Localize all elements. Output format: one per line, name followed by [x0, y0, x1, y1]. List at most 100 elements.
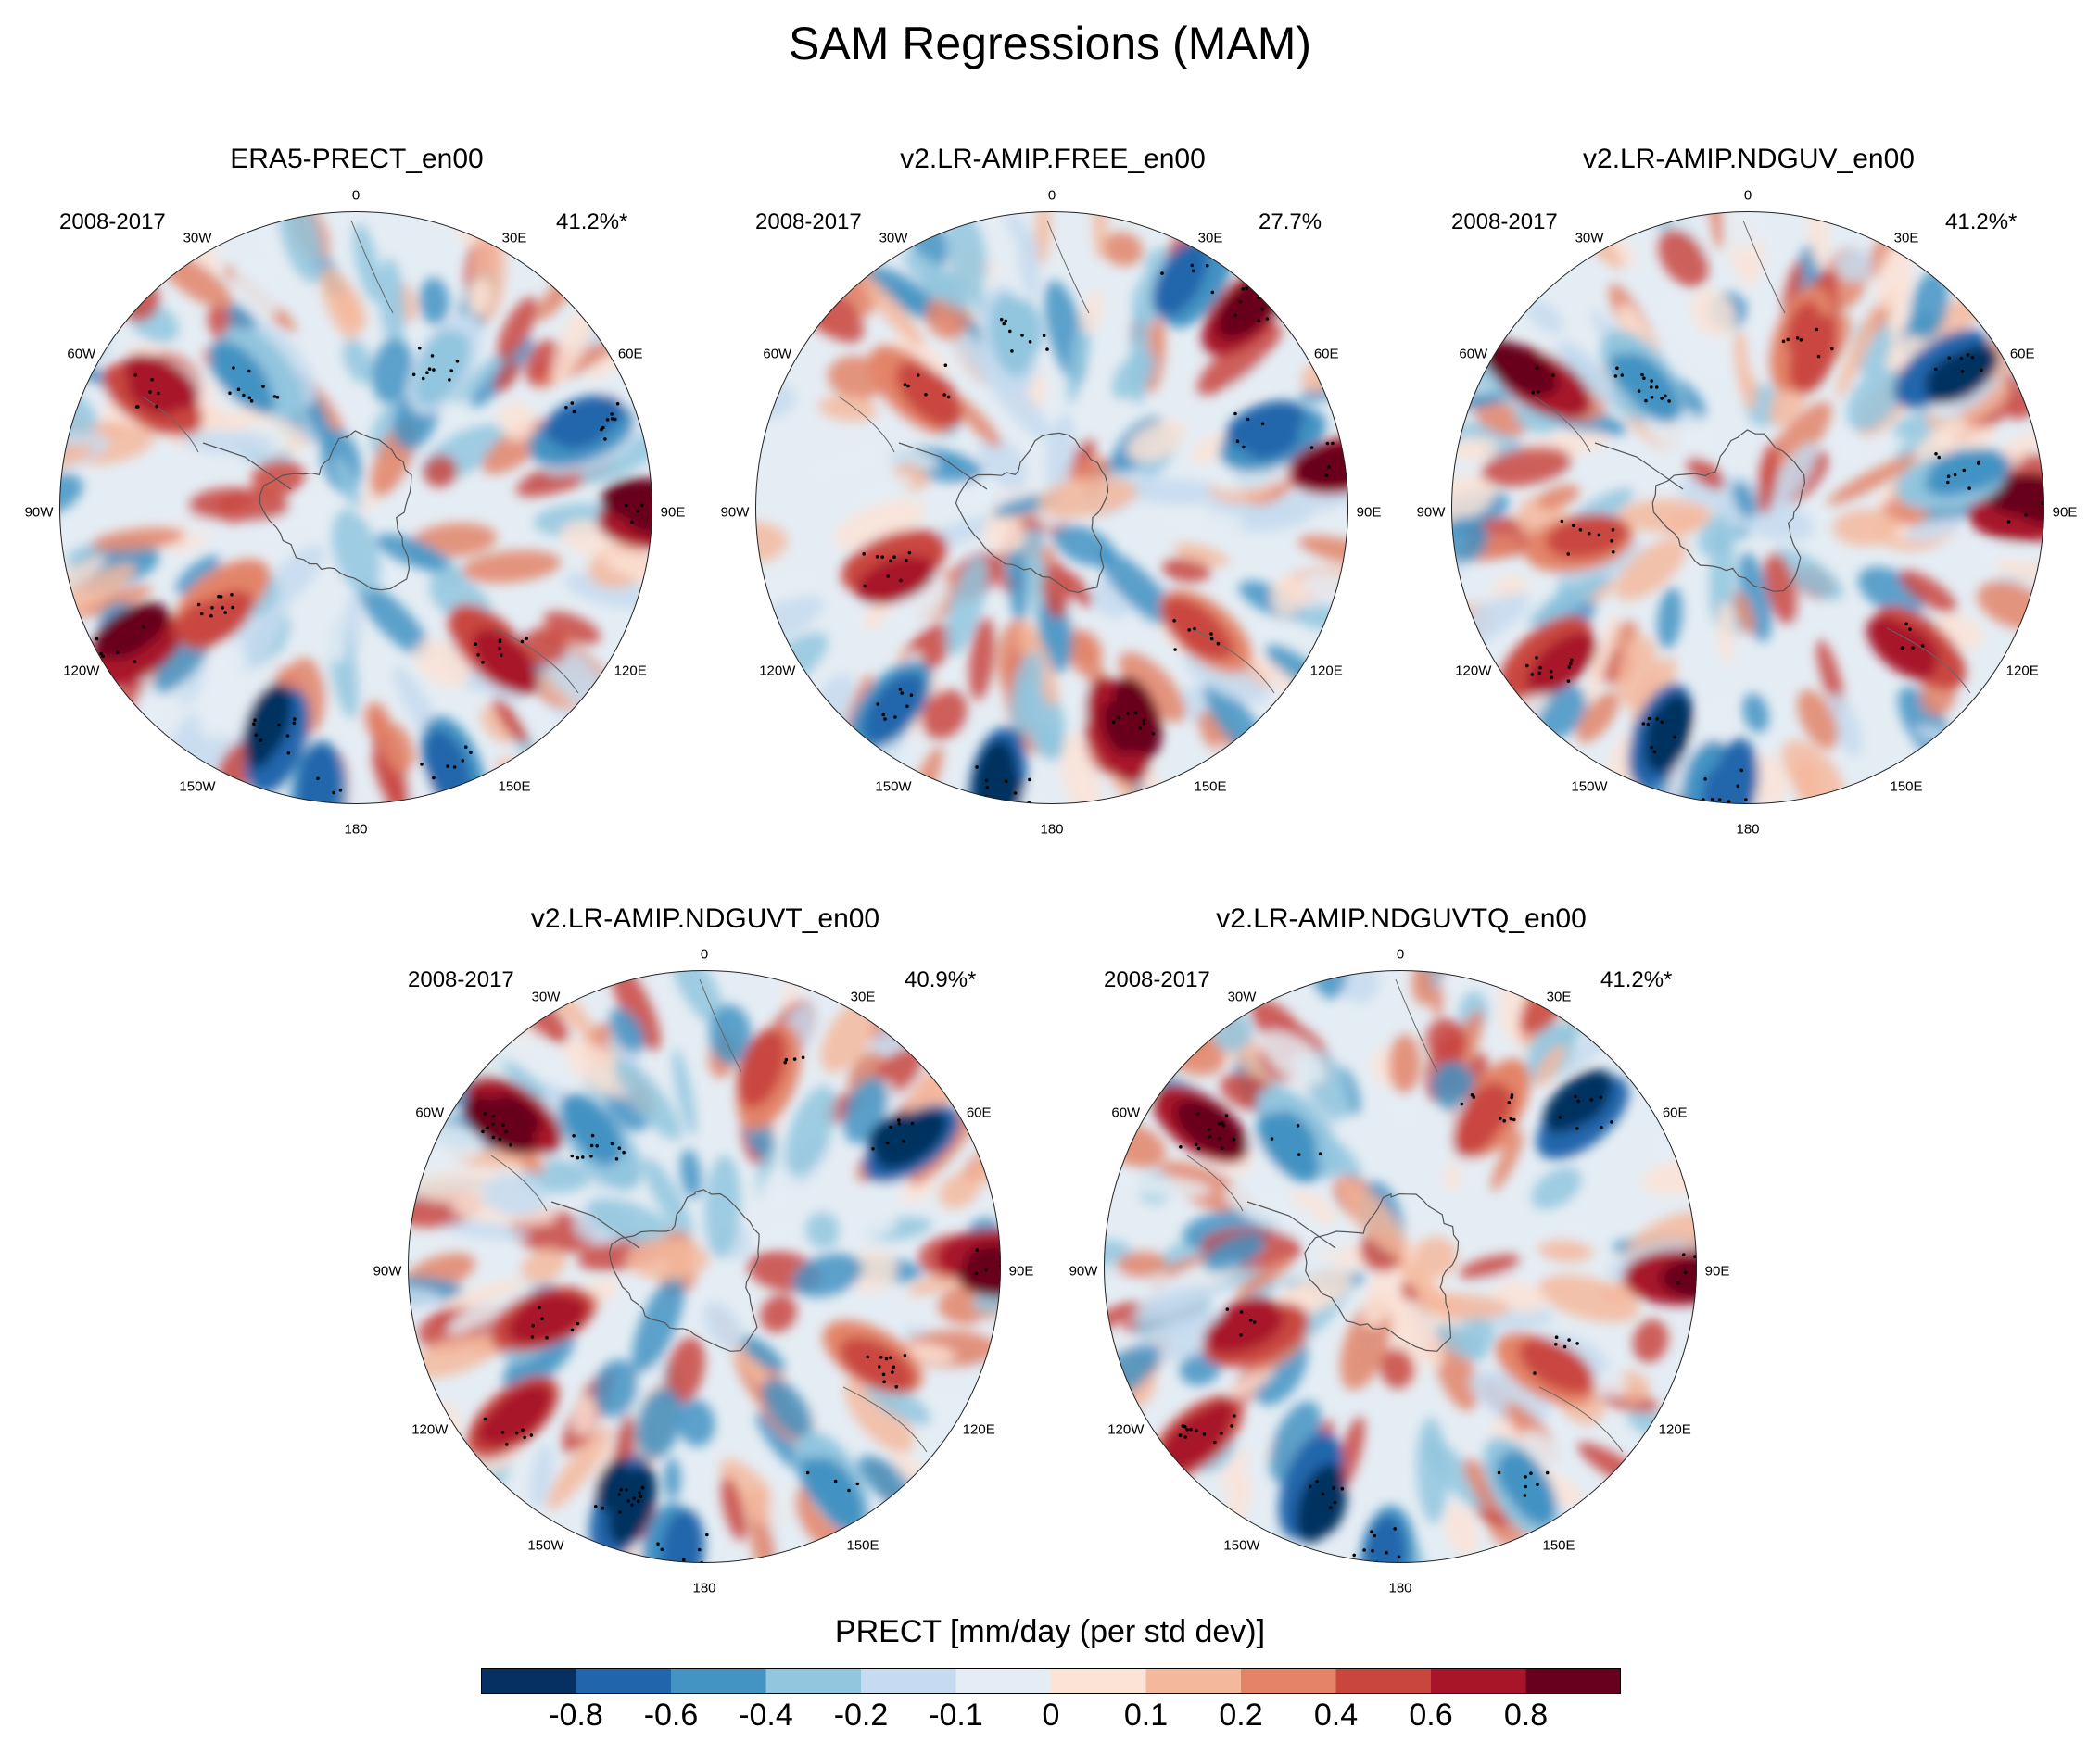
significance-dot: [1265, 317, 1270, 321]
significance-dot: [881, 1372, 886, 1377]
significance-dot: [285, 734, 290, 738]
anomaly-patch: [447, 1281, 534, 1334]
significance-dot: [1209, 637, 1214, 641]
significance-dot: [1233, 1414, 1236, 1418]
significance-dot: [1644, 398, 1648, 403]
significance-dot: [636, 1499, 640, 1504]
anomaly-patch: [1592, 1371, 1627, 1397]
anomaly-patch: [410, 1334, 497, 1378]
significance-dot: [1138, 726, 1143, 730]
significance-dot: [1329, 1506, 1333, 1509]
significance-dot: [1010, 349, 1014, 353]
significance-dot: [1953, 473, 1957, 477]
significance-dot: [486, 1126, 489, 1130]
colorbar-tick-label: -0.6: [643, 1697, 699, 1733]
anomaly-patch: [1732, 481, 1757, 518]
significance-dot: [1904, 622, 1908, 626]
anomaly-patch: [234, 255, 281, 319]
longitude-label: 30E: [1197, 230, 1223, 246]
anomaly-patch: [1379, 1348, 1415, 1389]
significance-dot: [903, 1354, 907, 1357]
significance-dot: [520, 639, 525, 644]
significance-dot: [1960, 369, 1965, 373]
significance-dot: [95, 637, 99, 641]
significance-dot: [474, 642, 477, 646]
significance-dot: [1160, 271, 1164, 275]
significance-dot: [1554, 1343, 1558, 1346]
significance-dot: [595, 1143, 599, 1148]
anomaly-blob: [595, 1457, 630, 1512]
significance-dot: [1535, 366, 1539, 371]
significance-dot: [1650, 396, 1654, 399]
significance-dot: [223, 611, 227, 614]
anomaly-blob: [1785, 300, 1820, 355]
significance-dot: [247, 369, 251, 373]
colorbar-tick-label: -0.8: [549, 1697, 603, 1733]
significance-dot: [1233, 313, 1237, 318]
significance-dot: [491, 1135, 496, 1140]
anomaly-blob: [1542, 647, 1590, 690]
significance-dot: [452, 765, 457, 769]
significance-dot: [514, 1431, 519, 1435]
anomaly-patch: [1013, 785, 1051, 804]
anomaly-blob: [844, 1349, 896, 1388]
significance-dot: [505, 1443, 509, 1446]
significance-dot: [133, 660, 137, 663]
significance-dot: [682, 1558, 686, 1562]
significance-dot: [481, 1129, 485, 1134]
significance-dot: [1977, 460, 1981, 464]
significance-dot: [1210, 290, 1215, 295]
significance-dot: [1195, 1112, 1200, 1117]
longitude-label: 60W: [1459, 346, 1488, 362]
significance-dot: [863, 584, 867, 588]
significance-dot: [1795, 336, 1800, 340]
significance-dot: [878, 1365, 881, 1369]
significance-dot: [783, 1060, 787, 1065]
significance-dot: [1611, 528, 1615, 532]
significance-dot: [617, 1146, 622, 1150]
significance-dot: [277, 723, 281, 727]
significance-dot: [576, 1155, 580, 1160]
polar-map: [408, 970, 1001, 1563]
anomaly-patch: [665, 1337, 705, 1406]
anomaly-patch: [1614, 537, 1687, 601]
significance-dot: [1578, 528, 1583, 532]
longitude-label: 150W: [875, 778, 912, 795]
longitude-label: 90E: [1356, 504, 1382, 521]
significance-dot: [1221, 1124, 1226, 1128]
anomaly-patch: [1764, 552, 1799, 625]
significance-dot: [1523, 1494, 1527, 1497]
significance-dot: [1736, 784, 1739, 789]
significance-dot: [1937, 455, 1941, 460]
significance-dot: [801, 1055, 805, 1060]
significance-dot: [619, 1488, 623, 1492]
anomaly-patch: [805, 1212, 841, 1249]
anomaly-patch: [861, 275, 925, 347]
anomaly-blob: [746, 1040, 781, 1094]
anomaly-blob: [874, 674, 917, 721]
anomaly-patch: [702, 1301, 744, 1352]
significance-dot: [615, 402, 620, 406]
continent-coastline: [1886, 627, 1971, 694]
anomaly-patch: [440, 1219, 529, 1241]
anomaly-patch: [1388, 1034, 1422, 1094]
significance-dot: [1530, 673, 1535, 676]
anomaly-patch: [342, 338, 374, 385]
significance-dot: [521, 1428, 525, 1432]
anomaly-blob: [428, 745, 463, 800]
anomaly-patch: [497, 297, 538, 361]
anomaly-patch: [1771, 548, 1843, 600]
anomaly-patch: [1473, 398, 1528, 437]
longitude-label: 0: [351, 187, 361, 204]
significance-dot: [1647, 716, 1651, 721]
significance-dot: [1911, 646, 1915, 650]
longitude-label: 30W: [879, 230, 908, 246]
anomaly-patch: [784, 1085, 837, 1177]
longitude-label: 0: [1047, 187, 1056, 204]
significance-dot: [1296, 1124, 1300, 1128]
significance-dot: [1045, 347, 1049, 351]
significance-dot: [1460, 1102, 1464, 1106]
significance-dot: [1205, 263, 1209, 268]
continent-coastline: [1742, 220, 1786, 314]
significance-dot: [1315, 1480, 1319, 1483]
